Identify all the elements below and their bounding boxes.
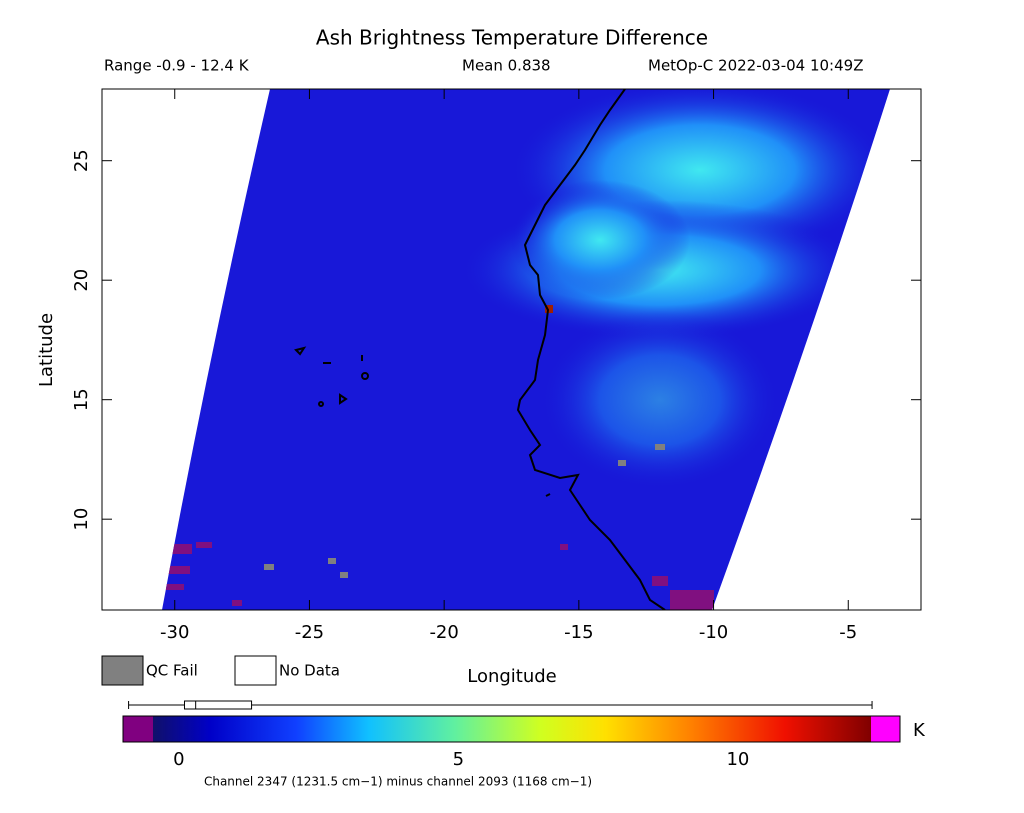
y-tick-label: 20 bbox=[71, 269, 92, 292]
pixel bbox=[172, 544, 192, 554]
swath bbox=[162, 89, 890, 610]
pixel bbox=[264, 564, 274, 570]
pixel bbox=[166, 584, 184, 590]
colorbar-unit: K bbox=[913, 720, 926, 741]
pixel bbox=[168, 566, 190, 574]
legend-swatch bbox=[234, 655, 277, 686]
colorbar-tick-label: 5 bbox=[453, 749, 464, 770]
ash-plume bbox=[510, 180, 690, 300]
plot-frame bbox=[101, 88, 922, 611]
colorbar-under bbox=[123, 716, 153, 742]
caption: Channel 2347 (1231.5 cm−1) minus channel… bbox=[204, 775, 592, 789]
ash-plume bbox=[540, 310, 780, 490]
range-label: Range -0.9 - 12.4 K bbox=[104, 57, 250, 75]
x-tick-label: -10 bbox=[699, 622, 728, 643]
x-tick-label: -5 bbox=[839, 622, 857, 643]
map bbox=[162, 89, 890, 610]
y-tick-label: 25 bbox=[71, 149, 92, 172]
colorbar-tick-label: 10 bbox=[726, 749, 749, 770]
legend-swatch bbox=[101, 655, 144, 686]
mean-label: Mean 0.838 bbox=[462, 57, 551, 75]
colorbar-gradient bbox=[153, 716, 871, 742]
legend: QC Fail No Data bbox=[101, 655, 340, 686]
x-tick-label: -30 bbox=[160, 622, 189, 643]
pixel bbox=[340, 572, 348, 578]
x-tick-label: -15 bbox=[564, 622, 593, 643]
pixel bbox=[328, 558, 336, 564]
pixel bbox=[232, 600, 242, 606]
legend-label: QC Fail bbox=[146, 662, 198, 680]
pixel bbox=[196, 542, 212, 548]
coastline bbox=[516, 89, 666, 610]
pixel bbox=[655, 444, 665, 450]
chart-title: Ash Brightness Temperature Difference bbox=[316, 26, 708, 50]
pixel bbox=[670, 590, 714, 610]
pixel bbox=[560, 544, 568, 550]
islands bbox=[294, 346, 551, 497]
legend-label: No Data bbox=[279, 662, 340, 680]
x-axis-label: Longitude bbox=[467, 666, 557, 687]
pixel bbox=[618, 460, 626, 466]
colorbar-frame bbox=[122, 715, 901, 743]
source-label: MetOp-C 2022-03-04 10:49Z bbox=[648, 57, 863, 75]
pixel bbox=[652, 576, 668, 586]
x-tick-label: -25 bbox=[295, 622, 324, 643]
x-tick-label: -20 bbox=[429, 622, 458, 643]
y-axis-label: Latitude bbox=[36, 313, 57, 387]
colorbar-over bbox=[871, 716, 900, 742]
pixel bbox=[545, 305, 553, 313]
y-tick-label: 15 bbox=[71, 388, 92, 411]
colorbar-tick-label: 0 bbox=[173, 749, 184, 770]
stats-box bbox=[183, 700, 253, 710]
y-tick-label: 10 bbox=[71, 508, 92, 531]
